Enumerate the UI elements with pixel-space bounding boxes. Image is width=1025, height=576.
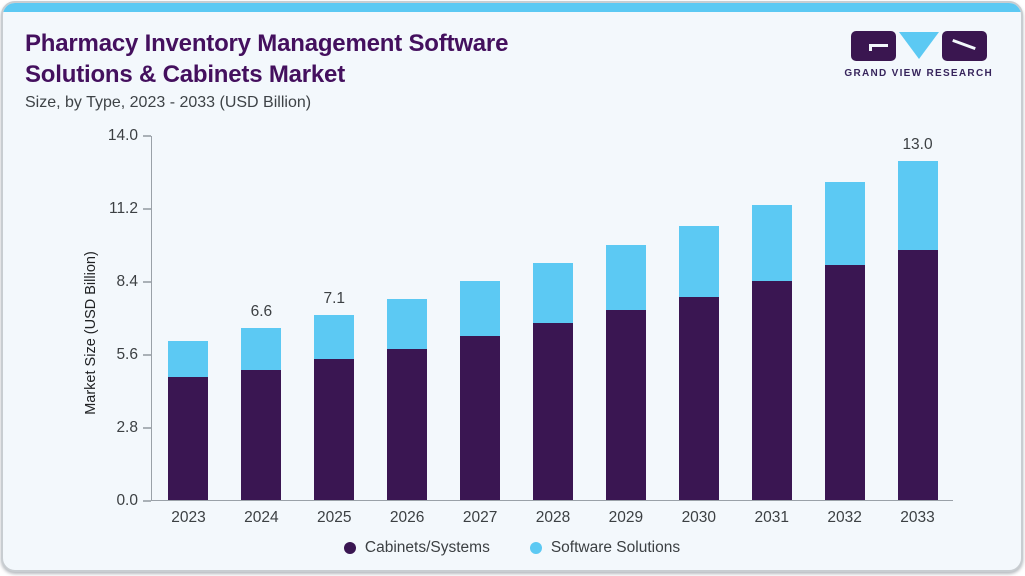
- bar-2024: [241, 327, 282, 500]
- y-tick-label: 2.8: [116, 419, 138, 436]
- y-tick-label: 11.2: [108, 200, 138, 217]
- bar-segment-cabinets-systems-2032: [824, 265, 865, 500]
- bar-segment-cabinets-systems-2029: [605, 309, 646, 500]
- chart-title-line2: Solutions & Cabinets Market: [25, 61, 345, 88]
- gvr-logo-marks: [850, 31, 987, 61]
- bar-2028: [533, 262, 573, 500]
- bar-2033: [897, 161, 938, 500]
- legend-label: Cabinets/Systems: [364, 539, 490, 556]
- bar-total-label-2033: 13.0: [902, 136, 933, 154]
- y-tick-mark: [143, 281, 151, 283]
- legend-dot-icon: [343, 542, 356, 554]
- y-tick-mark: [143, 208, 151, 210]
- legend-item-cabinets-systems: Cabinets/Systems: [343, 539, 490, 557]
- bar-segment-software-solutions-2033: [897, 161, 938, 250]
- chart-title-line1: Pharmacy Inventory Management Software: [25, 30, 509, 57]
- gvr-logo-g-stem: [868, 44, 872, 51]
- x-tick-label-2033: 2033: [900, 509, 935, 526]
- y-tick-mark: [143, 427, 151, 429]
- bar-segment-software-solutions-2029: [605, 244, 646, 310]
- x-tick-label-2031: 2031: [754, 509, 789, 526]
- x-tick-label-2023: 2023: [171, 509, 206, 526]
- bar-segment-cabinets-systems-2025: [314, 359, 355, 500]
- bar-segment-software-solutions-2023: [168, 340, 209, 378]
- chart-legend: Cabinets/Systems Software Solutions: [3, 539, 1021, 557]
- bar-segment-cabinets-systems-2030: [678, 296, 719, 500]
- x-tick-label-2025: 2025: [317, 509, 352, 526]
- gvr-logo-triangle-icon: [898, 32, 939, 59]
- y-tick-mark: [143, 135, 151, 137]
- bar-segment-cabinets-systems-2027: [460, 335, 501, 500]
- bar-segment-cabinets-systems-2028: [533, 322, 573, 500]
- legend-label: Software Solutions: [550, 539, 681, 556]
- bar-total-label-2025: 7.1: [323, 289, 346, 307]
- bar-segment-cabinets-systems-2024: [241, 369, 282, 500]
- grand-view-research-logo: GRAND VIEW RESEARCH: [844, 31, 993, 79]
- bar-total-label-2024: 6.6: [250, 302, 273, 320]
- bar-2026: [387, 299, 428, 500]
- chart-header: Pharmacy Inventory Management Software S…: [25, 28, 508, 112]
- bar-segment-software-solutions-2032: [824, 181, 865, 266]
- chart-subtitle: Size, by Type, 2023 - 2033 (USD Billion): [25, 94, 312, 111]
- y-tick-label: 0.0: [116, 492, 138, 509]
- bar-segment-software-solutions-2026: [387, 299, 428, 349]
- top-accent-bar: [3, 3, 1021, 12]
- gvr-logo-g-glyph: [868, 44, 888, 47]
- gvr-logo-right-block: [941, 31, 987, 61]
- x-tick-label-2032: 2032: [827, 509, 862, 526]
- bar-segment-cabinets-systems-2033: [897, 249, 938, 500]
- bar-segment-software-solutions-2030: [678, 226, 719, 297]
- x-tick-label-2027: 2027: [462, 509, 498, 526]
- bar-2025: [314, 314, 355, 500]
- x-tick-label-2024: 2024: [244, 509, 279, 526]
- bar-segment-cabinets-systems-2023: [168, 377, 209, 500]
- bar-segment-cabinets-systems-2026: [387, 348, 428, 500]
- y-tick-mark: [143, 354, 151, 356]
- bar-segment-software-solutions-2024: [241, 327, 282, 370]
- y-axis-title: Market Size (USD Billion): [83, 251, 99, 415]
- bar-segment-software-solutions-2027: [460, 281, 501, 336]
- y-tick-mark: [143, 500, 151, 502]
- gvr-logo-r-glyph: [951, 38, 976, 51]
- y-tick-label: 14.0: [107, 127, 138, 144]
- bar-2023: [168, 340, 209, 500]
- x-tick-label-2029: 2029: [608, 509, 644, 526]
- y-tick-label: 5.6: [116, 346, 138, 363]
- bar-segment-software-solutions-2025: [314, 314, 355, 360]
- bar-segment-software-solutions-2028: [533, 262, 573, 323]
- bar-segment-software-solutions-2031: [751, 205, 792, 281]
- gvr-logo-wordmark: GRAND VIEW RESEARCH: [844, 68, 993, 79]
- bar-2031: [751, 205, 792, 500]
- bar-segment-cabinets-systems-2031: [751, 281, 792, 500]
- bar-2029: [605, 244, 646, 500]
- y-tick-label: 8.4: [116, 273, 138, 290]
- x-tick-label-2028: 2028: [535, 509, 571, 526]
- bar-2027: [460, 281, 501, 500]
- bar-2032: [824, 181, 865, 500]
- gvr-logo-left-block: [850, 31, 896, 61]
- plot-area: 0.0 2.8 5.6 8.4 11.2 14.0 2023 2024 6.6 2025 7.1 20…: [108, 127, 953, 526]
- legend-dot-icon: [529, 542, 542, 554]
- x-tick-label-2030: 2030: [681, 509, 717, 526]
- x-tick-label-2026: 2026: [389, 509, 425, 526]
- legend-item-software-solutions: Software Solutions: [529, 539, 681, 557]
- bar-2030: [678, 226, 719, 500]
